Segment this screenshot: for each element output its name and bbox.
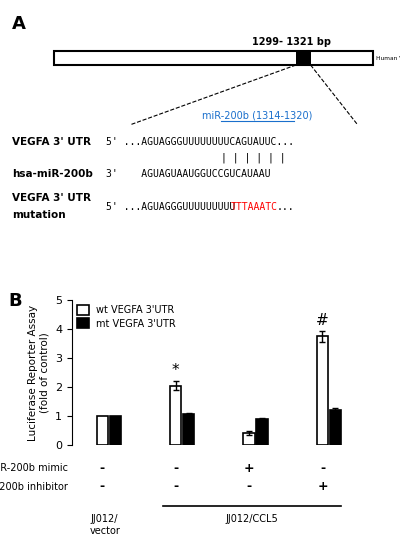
Text: -: - [320,461,325,475]
Y-axis label: Luciferase Reporter Assay
(fold of control): Luciferase Reporter Assay (fold of contr… [28,305,50,440]
Text: VEGFA 3' UTR: VEGFA 3' UTR [12,137,91,147]
Text: mutation: mutation [12,210,66,220]
Bar [183,414,194,445]
Text: 5' ...AGUAGGGUUUUUUUUCAGUAUUC...: 5' ...AGUAGGGUUUUUUUUCAGUAUUC... [106,137,294,147]
Bar [256,419,268,445]
Text: miR-200b mimic: miR-200b mimic [0,463,68,473]
Text: 3'    AGUAGUAAUGGUCCGUCAUAAU: 3' AGUAGUAAUGGUCCGUCAUAAU [106,169,270,179]
Text: miR-200b inhibitor: miR-200b inhibitor [0,481,68,492]
Text: B: B [8,292,22,310]
Text: -: - [173,461,178,475]
Text: JJ012/
vector: JJ012/ vector [89,514,120,536]
Text: -: - [100,461,105,475]
Bar [330,410,341,445]
Bar [54,51,373,65]
Bar [110,416,121,445]
Text: VEGFA 3' UTR: VEGFA 3' UTR [12,193,91,203]
Legend: wt VEGFA 3'UTR, mt VEGFA 3'UTR: wt VEGFA 3'UTR, mt VEGFA 3'UTR [77,305,176,329]
Text: -: - [100,480,105,493]
Text: JJ012/CCL5: JJ012/CCL5 [226,514,278,524]
Bar [97,416,108,445]
Bar [296,51,310,65]
Text: | | | | | |: | | | | | | [221,153,286,163]
Text: hsa-miR-200b: hsa-miR-200b [12,169,93,179]
Text: 5' ...AGUAGGGUUUUUUUUU: 5' ...AGUAGGGUUUUUUUUU [106,202,235,212]
Bar [244,433,255,445]
Text: -: - [246,480,252,493]
Text: #: # [316,313,329,328]
Text: +: + [317,480,328,493]
Bar [170,385,181,445]
Text: *: * [172,363,180,378]
Text: 1299- 1321 bp: 1299- 1321 bp [252,37,331,47]
Text: Human VEGFA NM_001025369 3'UTR  1940: Human VEGFA NM_001025369 3'UTR 1940 [376,55,400,61]
Text: TTTAAATC: TTTAAATC [231,202,278,212]
Text: miR-200b (1314-1320): miR-200b (1314-1320) [202,110,313,120]
Text: -: - [173,480,178,493]
Text: ...: ... [276,202,294,212]
Bar [317,336,328,445]
Text: A: A [12,16,26,33]
Text: +: + [244,461,254,475]
